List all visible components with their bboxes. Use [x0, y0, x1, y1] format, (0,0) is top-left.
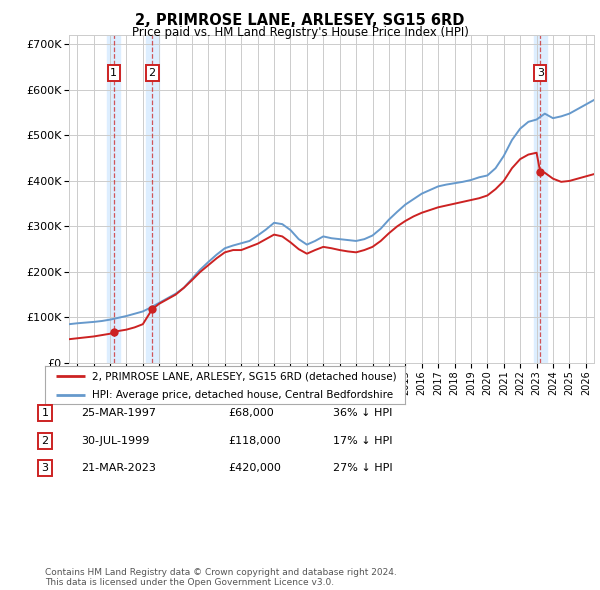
Text: 2: 2 [41, 436, 49, 445]
Text: Price paid vs. HM Land Registry's House Price Index (HPI): Price paid vs. HM Land Registry's House … [131, 26, 469, 39]
Text: Contains HM Land Registry data © Crown copyright and database right 2024.
This d: Contains HM Land Registry data © Crown c… [45, 568, 397, 587]
Text: 2, PRIMROSE LANE, ARLESEY, SG15 6RD (detached house): 2, PRIMROSE LANE, ARLESEY, SG15 6RD (det… [92, 371, 397, 381]
Text: 3: 3 [41, 463, 49, 473]
Text: 1: 1 [41, 408, 49, 418]
Text: 25-MAR-1997: 25-MAR-1997 [81, 408, 156, 418]
Text: 1: 1 [110, 68, 117, 78]
Text: HPI: Average price, detached house, Central Bedfordshire: HPI: Average price, detached house, Cent… [92, 389, 393, 399]
Text: £68,000: £68,000 [228, 408, 274, 418]
Bar [107, 35, 121, 363]
Text: 30-JUL-1999: 30-JUL-1999 [81, 436, 149, 445]
Text: 21-MAR-2023: 21-MAR-2023 [81, 463, 156, 473]
Text: 27% ↓ HPI: 27% ↓ HPI [333, 463, 392, 473]
Text: £420,000: £420,000 [228, 463, 281, 473]
Text: 2: 2 [149, 68, 156, 78]
Text: 3: 3 [536, 68, 544, 78]
Text: 17% ↓ HPI: 17% ↓ HPI [333, 436, 392, 445]
Text: 36% ↓ HPI: 36% ↓ HPI [333, 408, 392, 418]
Text: 2, PRIMROSE LANE, ARLESEY, SG15 6RD: 2, PRIMROSE LANE, ARLESEY, SG15 6RD [136, 13, 464, 28]
Bar [146, 35, 159, 363]
Bar [533, 35, 547, 363]
Text: £118,000: £118,000 [228, 436, 281, 445]
